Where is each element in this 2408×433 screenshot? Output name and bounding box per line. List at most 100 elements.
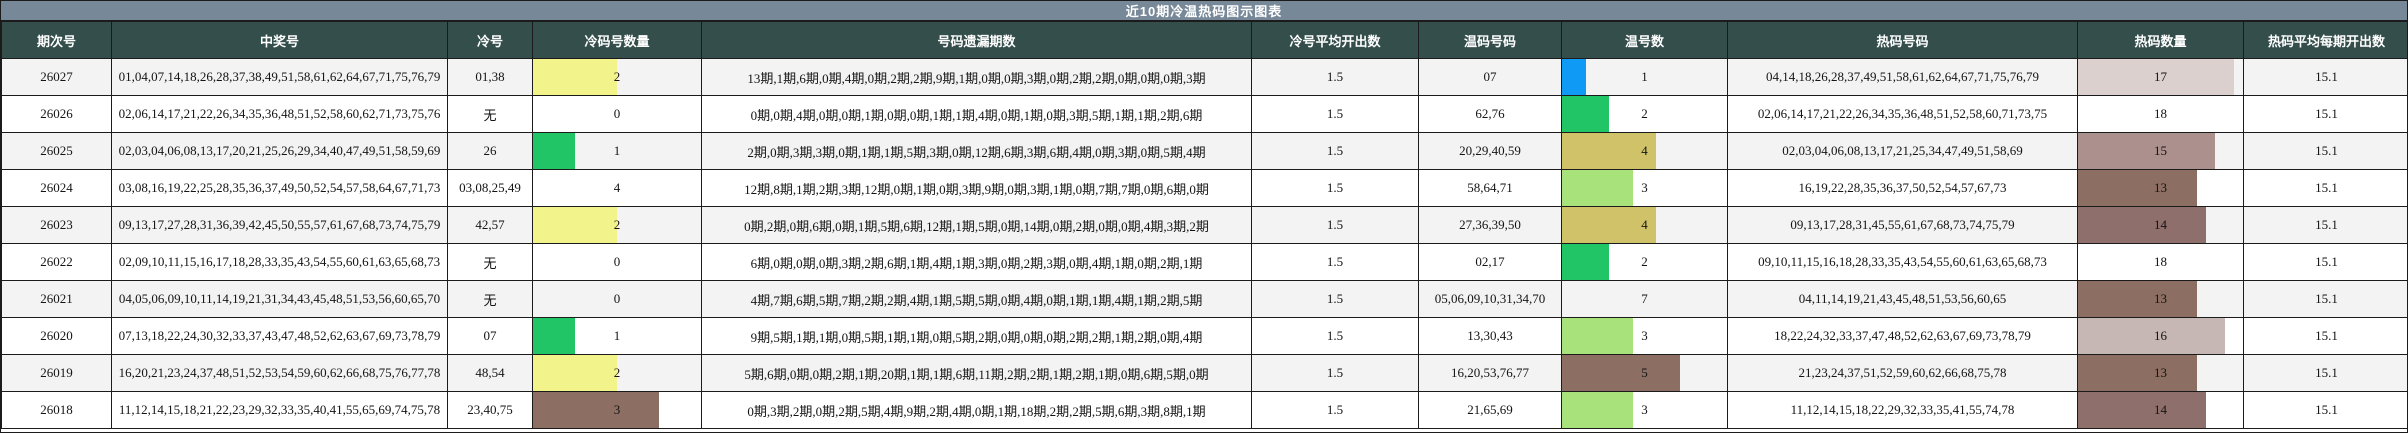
cell-cold-count-value: 2 — [613, 69, 621, 84]
count-data-bar — [1562, 96, 1610, 132]
cell-hot-count-value: 18 — [2154, 254, 2167, 269]
cell-cold-numbers: 48,54 — [447, 354, 533, 392]
cell-winning-numbers: 07,13,18,22,24,30,32,33,37,43,47,48,52,6… — [111, 317, 448, 355]
cell-warm-numbers: 07 — [1418, 58, 1562, 96]
cell-period: 26022 — [1, 243, 112, 281]
count-data-bar — [1562, 59, 1586, 95]
header-row: 期次号 中奖号 冷号 冷码号数量 号码遗漏期数 冷号平均开出数 温码号码 温号数… — [1, 21, 2407, 59]
count-data-bar — [1562, 170, 1633, 206]
col-header-winning-numbers: 中奖号 — [111, 21, 448, 59]
cell-warm-count: 3 — [1561, 391, 1728, 429]
cell-hot-count-value: 13 — [2154, 365, 2167, 380]
count-data-bar — [533, 133, 575, 169]
cell-cold-numbers: 07 — [447, 317, 533, 355]
cell-hot-count: 13 — [2077, 354, 2244, 392]
cell-hot-count: 18 — [2077, 95, 2244, 133]
cell-miss-periods: 5期,6期,0期,0期,2期,1期,20期,1期,1期,6期,11期,2期,2期… — [701, 354, 1252, 392]
col-header-warm-count: 温号数 — [1561, 21, 1728, 59]
cell-warm-count-value: 4 — [1641, 143, 1648, 158]
cell-winning-numbers: 04,05,06,09,10,11,14,19,21,31,34,43,45,4… — [111, 280, 448, 318]
cell-cold-count: 1 — [532, 317, 702, 355]
cell-cold-average: 1.5 — [1251, 132, 1419, 170]
cell-hot-count: 17 — [2077, 58, 2244, 96]
cell-warm-numbers: 05,06,09,10,31,34,70 — [1418, 280, 1562, 318]
cell-winning-numbers: 03,08,16,19,22,25,28,35,36,37,49,50,52,5… — [111, 169, 448, 207]
cell-cold-count: 2 — [532, 206, 702, 244]
cell-period: 26021 — [1, 280, 112, 318]
cell-warm-numbers: 27,36,39,50 — [1418, 206, 1562, 244]
cell-cold-average: 1.5 — [1251, 280, 1419, 318]
cell-hot-average: 15.1 — [2243, 132, 2407, 170]
cell-hot-count: 13 — [2077, 169, 2244, 207]
cell-hot-numbers: 18,22,24,32,33,37,47,48,52,62,63,67,69,7… — [1727, 317, 2078, 355]
cell-hot-numbers: 02,06,14,17,21,22,26,34,35,36,48,51,52,5… — [1727, 95, 2078, 133]
count-data-bar — [1562, 207, 1657, 243]
cell-hot-count: 18 — [2077, 243, 2244, 281]
cell-warm-count: 4 — [1561, 132, 1728, 170]
col-header-period: 期次号 — [1, 21, 112, 59]
cell-hot-numbers: 09,13,17,28,31,45,55,61,67,68,73,74,75,7… — [1727, 206, 2078, 244]
cell-hot-count-value: 15 — [2154, 143, 2167, 158]
cell-hot-average: 15.1 — [2243, 317, 2407, 355]
cell-hot-numbers: 11,12,14,15,18,22,29,32,33,35,41,55,74,7… — [1727, 391, 2078, 429]
table-row: 26024 03,08,16,19,22,25,28,35,36,37,49,50… — [1, 169, 2407, 207]
count-data-bar — [2078, 133, 2216, 169]
cell-warm-numbers: 62,76 — [1418, 95, 1562, 133]
cell-cold-numbers: 42,57 — [447, 206, 533, 244]
cell-winning-numbers: 11,12,14,15,18,21,22,23,29,32,33,35,40,4… — [111, 391, 448, 429]
cell-cold-count: 4 — [532, 169, 702, 207]
cell-period: 26027 — [1, 58, 112, 96]
cell-cold-count: 3 — [532, 391, 702, 429]
count-data-bar — [533, 355, 617, 391]
cell-warm-numbers: 58,64,71 — [1418, 169, 1562, 207]
cell-cold-count-value: 2 — [613, 217, 621, 232]
count-data-bar — [533, 318, 575, 354]
cell-hot-numbers: 21,23,24,37,51,52,59,60,62,66,68,75,78 — [1727, 354, 2078, 392]
cell-winning-numbers: 02,03,04,06,08,13,17,20,21,25,26,29,34,4… — [111, 132, 448, 170]
cell-warm-count-value: 3 — [1641, 180, 1648, 195]
cell-cold-numbers: 26 — [447, 132, 533, 170]
cell-warm-count-value: 2 — [1641, 106, 1648, 121]
cell-cold-count: 0 — [532, 243, 702, 281]
cell-hot-count: 16 — [2077, 317, 2244, 355]
cell-cold-average: 1.5 — [1251, 206, 1419, 244]
cell-warm-count-value: 3 — [1641, 402, 1648, 417]
cell-hot-count: 15 — [2077, 132, 2244, 170]
cell-warm-count: 1 — [1561, 58, 1728, 96]
cell-warm-count: 4 — [1561, 206, 1728, 244]
cell-winning-numbers: 02,09,10,11,15,16,17,18,28,33,35,43,54,5… — [111, 243, 448, 281]
table-row: 26018 11,12,14,15,18,21,22,23,29,32,33,35… — [1, 391, 2407, 429]
cell-cold-count-value: 1 — [613, 143, 621, 158]
count-data-bar — [533, 59, 617, 95]
cell-cold-count-value: 3 — [613, 402, 621, 417]
table-row: 26027 01,04,07,14,18,26,28,37,38,49,51,58… — [1, 58, 2407, 96]
count-data-bar — [2078, 355, 2198, 391]
cell-cold-count: 0 — [532, 95, 702, 133]
cell-cold-count-value: 4 — [613, 180, 621, 195]
count-data-bar — [2078, 281, 2198, 317]
cell-winning-numbers: 09,13,17,27,28,31,36,39,42,45,50,55,57,6… — [111, 206, 448, 244]
cell-period: 26026 — [1, 95, 112, 133]
count-data-bar — [1562, 318, 1633, 354]
cell-warm-numbers: 02,17 — [1418, 243, 1562, 281]
cell-warm-count: 2 — [1561, 95, 1728, 133]
cell-miss-periods: 12期,8期,1期,2期,3期,12期,0期,1期,0期,3期,9期,0期,3期… — [701, 169, 1252, 207]
cell-cold-average: 1.5 — [1251, 58, 1419, 96]
cell-cold-numbers: 无 — [447, 243, 533, 281]
cell-cold-count-value: 0 — [613, 291, 621, 306]
count-data-bar — [2078, 392, 2207, 428]
table-row: 26026 02,06,14,17,21,22,26,34,35,36,48,51… — [1, 95, 2407, 133]
cell-miss-periods: 6期,0期,0期,0期,3期,2期,6期,1期,4期,1期,3期,0期,2期,3… — [701, 243, 1252, 281]
cell-miss-periods: 0期,0期,4期,0期,0期,1期,0期,0期,1期,1期,4期,0期,1期,0… — [701, 95, 1252, 133]
table-row: 26025 02,03,04,06,08,13,17,20,21,25,26,29… — [1, 132, 2407, 170]
cell-warm-count-value: 1 — [1641, 69, 1648, 84]
cell-hot-count-value: 13 — [2154, 291, 2167, 306]
cell-cold-numbers: 03,08,25,49 — [447, 169, 533, 207]
count-data-bar — [533, 207, 617, 243]
cell-period: 26019 — [1, 354, 112, 392]
cell-hot-count-value: 14 — [2154, 217, 2167, 232]
cell-hot-average: 15.1 — [2243, 243, 2407, 281]
col-header-cold-numbers: 冷号 — [447, 21, 533, 59]
cell-hot-count: 14 — [2077, 206, 2244, 244]
